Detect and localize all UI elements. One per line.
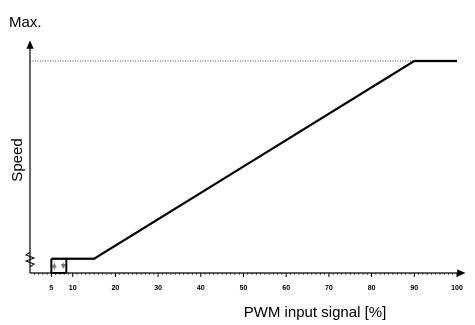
x-tick-label: 5 <box>49 285 53 292</box>
x-tick-label: 50 <box>240 285 248 292</box>
x-tick-label: 30 <box>154 285 162 292</box>
x-tick-label: 80 <box>368 285 376 292</box>
x-tick-label: 100 <box>451 285 463 292</box>
x-tick-label: 90 <box>410 285 418 292</box>
y-axis-label: Speed <box>9 138 26 181</box>
y-max-label: Max. <box>9 14 42 31</box>
y-axis-break <box>24 251 36 268</box>
x-tick-label: 40 <box>197 285 205 292</box>
x-tick-label: 10 <box>69 285 77 292</box>
x-axis-label: PWM input signal [%] <box>244 304 387 321</box>
x-tick-label: 20 <box>112 285 120 292</box>
speed-curve-line <box>51 59 457 260</box>
x-tick-label: 70 <box>325 285 333 292</box>
x-tick-label: 60 <box>282 285 290 292</box>
x-ticks: 5 10 20 30 40 50 60 70 80 90 100 <box>33 273 463 292</box>
axes <box>26 40 466 277</box>
hysteresis-loop <box>50 258 68 274</box>
series-layer <box>51 59 457 260</box>
